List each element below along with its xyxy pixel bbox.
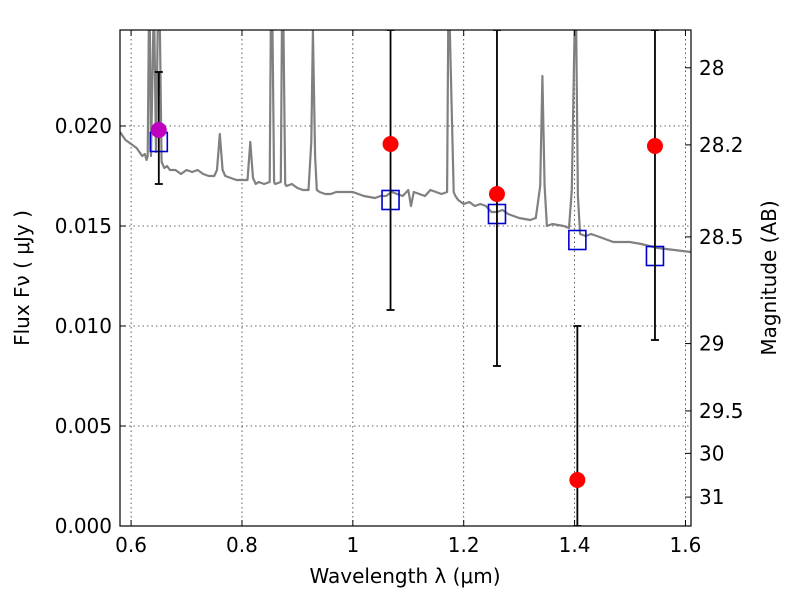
axis-ticks bbox=[120, 30, 691, 527]
right-tick-label: 28.5 bbox=[699, 225, 744, 249]
y-tick-label: 0.020 bbox=[55, 114, 112, 138]
x-tick-label: 1.2 bbox=[448, 533, 480, 557]
right-tick-label: 28.2 bbox=[699, 133, 744, 157]
x-tick-label: 1.4 bbox=[559, 533, 591, 557]
y-axis-label: Flux Fν ( μJy ) bbox=[10, 210, 34, 346]
x-tick-label: 0.6 bbox=[115, 533, 147, 557]
y-tick-label: 0.010 bbox=[55, 314, 112, 338]
x-tick-label: 1.6 bbox=[670, 533, 702, 557]
x-tick-label: 1 bbox=[346, 533, 359, 557]
x-axis-label: Wavelength λ (μm) bbox=[309, 564, 500, 588]
observed-photometry-point bbox=[569, 472, 586, 488]
model-spectrum-line bbox=[120, 30, 691, 254]
right-axis-label: Magnitude (AB) bbox=[757, 200, 781, 355]
plot-frame bbox=[119, 29, 692, 527]
tick-labels: 0.6 0.8 1 1.2 1.4 1.6 0.000 0.005 0.010 0.015 0.02… bbox=[55, 56, 744, 557]
observed-photometry-point bbox=[382, 136, 399, 152]
right-tick-label: 28 bbox=[699, 56, 724, 80]
right-tick-label: 30 bbox=[699, 441, 724, 465]
y-tick-label: 0.015 bbox=[55, 214, 112, 238]
model-photometry-square bbox=[568, 229, 587, 251]
right-tick-label: 29 bbox=[699, 332, 724, 356]
plot-area bbox=[120, 30, 691, 526]
x-tick-label: 0.8 bbox=[226, 533, 258, 557]
y-tick-label: 0.000 bbox=[55, 514, 112, 538]
right-tick-label: 29.5 bbox=[699, 399, 744, 423]
observed-photometry-point bbox=[646, 138, 663, 154]
observed-photometry-point bbox=[488, 186, 505, 202]
optical-photometry-point bbox=[150, 122, 167, 138]
right-tick-label: 31 bbox=[699, 485, 724, 509]
y-tick-label: 0.005 bbox=[55, 414, 112, 438]
